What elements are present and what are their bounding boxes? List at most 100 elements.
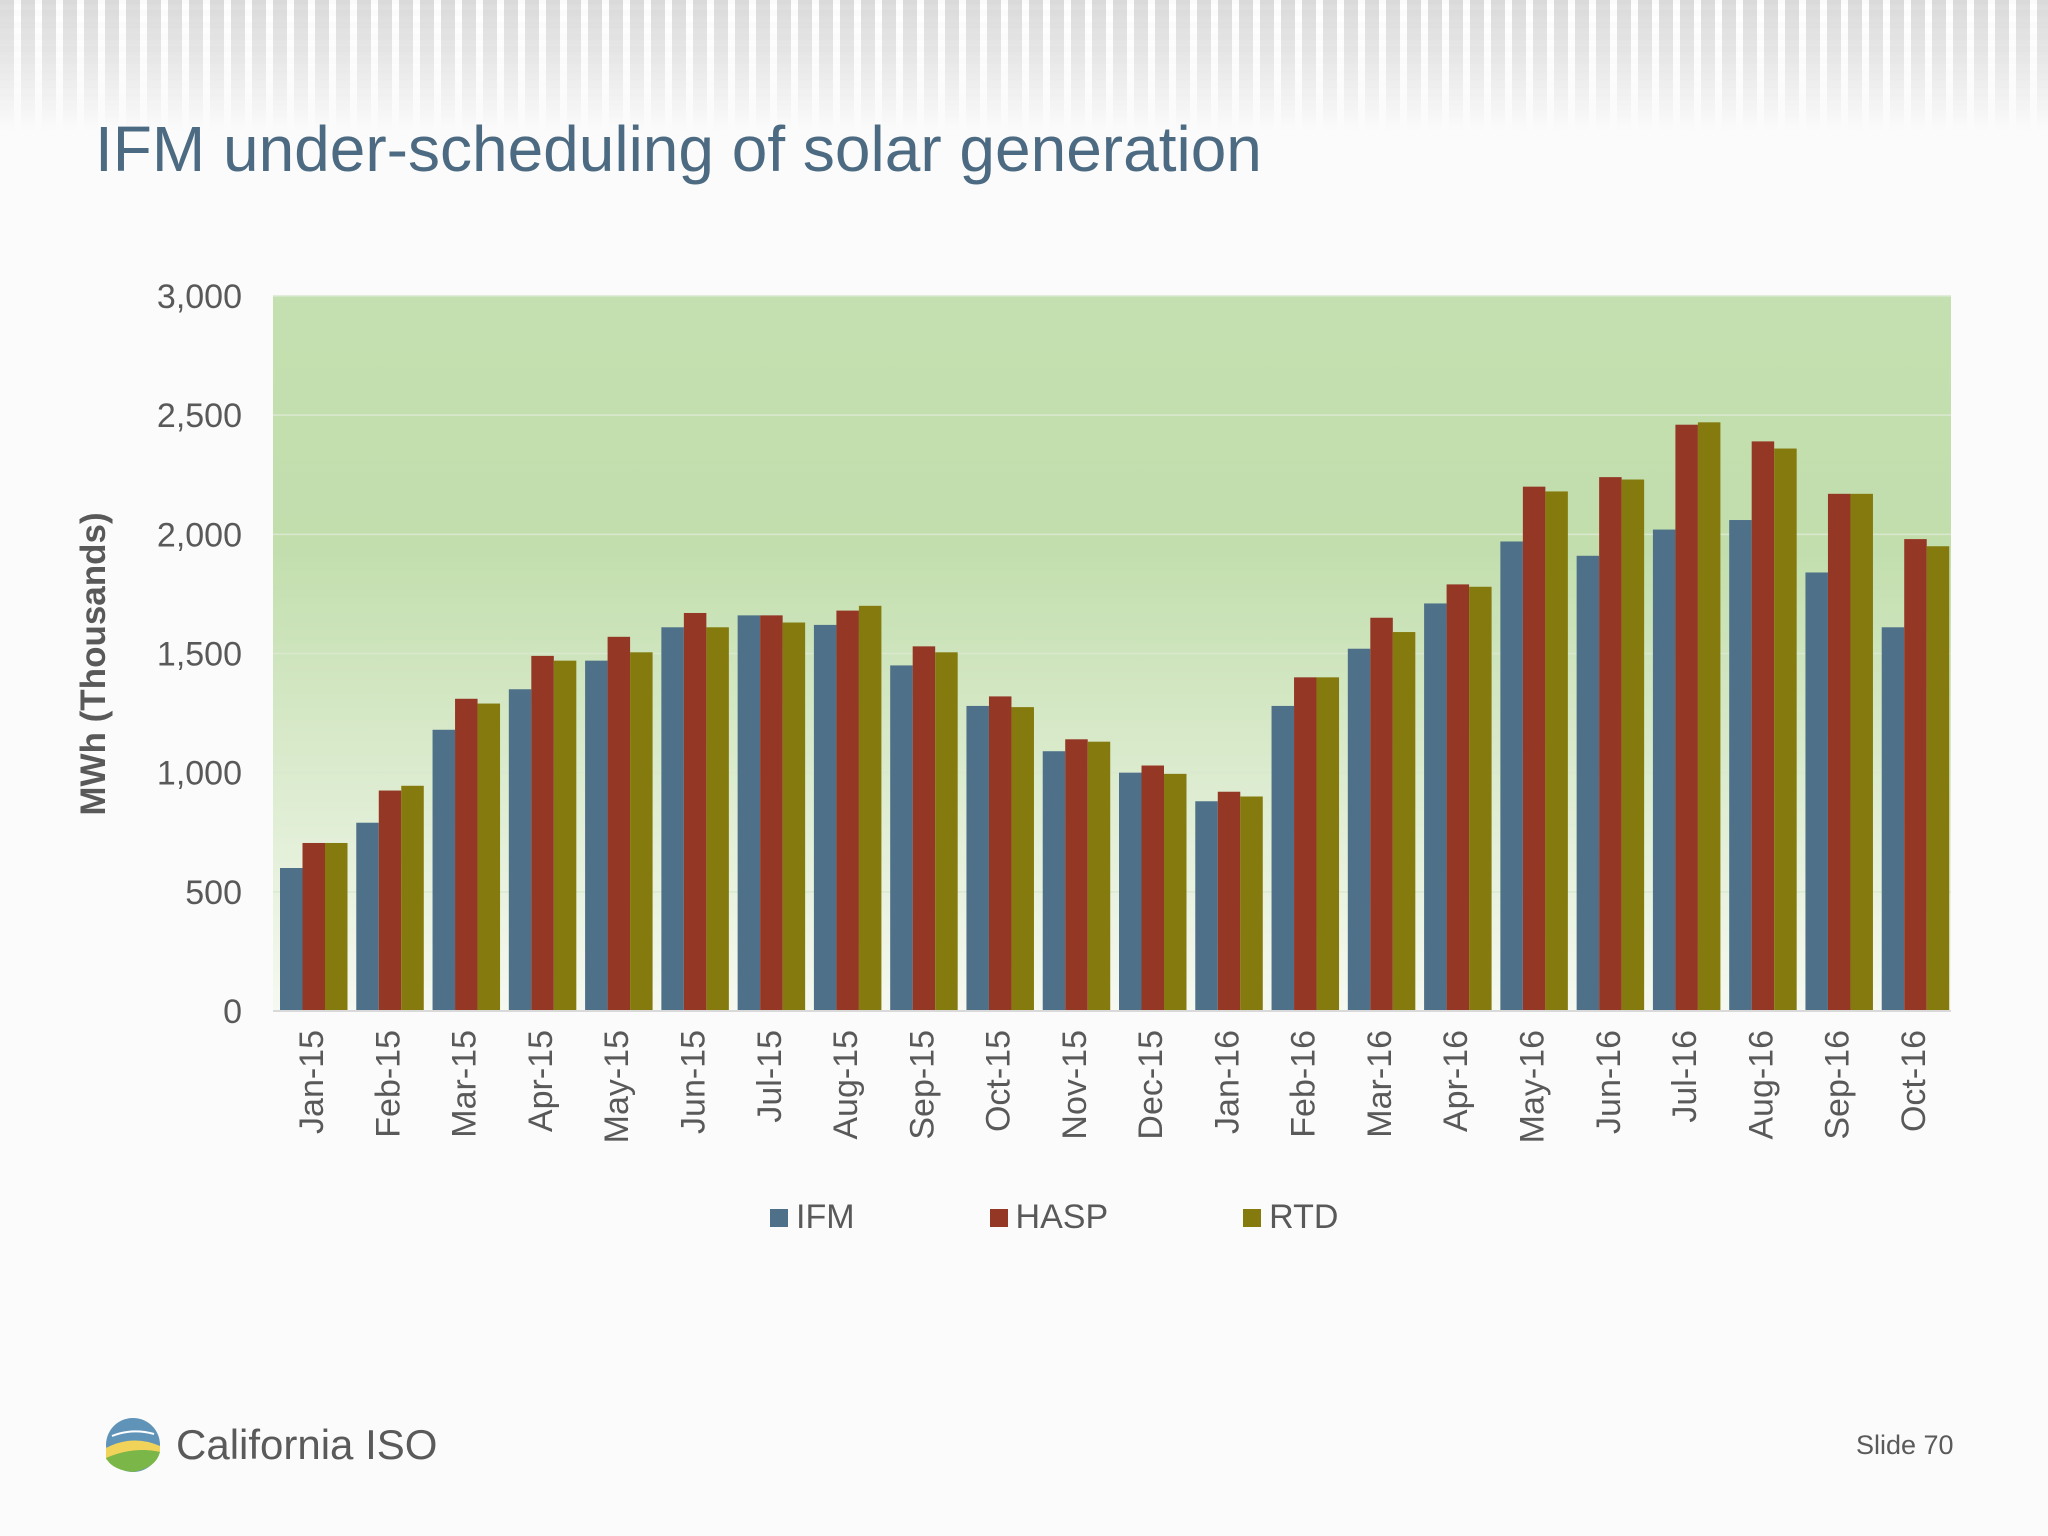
y-tick-label: 3,000: [157, 278, 242, 316]
x-tick-label: Sep-15: [903, 1030, 941, 1140]
y-tick-label: 1,500: [157, 636, 242, 674]
legend-label-rtd: RTD: [1269, 1198, 1339, 1236]
x-tick-label: Aug-16: [1742, 1030, 1780, 1140]
bar-ifm: [1042, 751, 1066, 1011]
bar-hasp: [1141, 765, 1164, 1011]
x-tick-label: Nov-15: [1056, 1030, 1094, 1140]
x-tick-label: Jan-15: [293, 1030, 331, 1134]
bar-hasp: [1217, 791, 1241, 1011]
bar-ifm: [1576, 555, 1600, 1011]
bar-rtd: [1774, 448, 1797, 1011]
bar-ifm: [1881, 627, 1905, 1011]
bar-rtd: [553, 660, 577, 1011]
x-tick-label: May-16: [1514, 1030, 1552, 1143]
bar-hasp: [912, 646, 936, 1011]
bar-ifm: [661, 627, 684, 1011]
bar-hasp: [760, 615, 783, 1011]
bar-hasp: [1370, 617, 1393, 1011]
bar-rtd: [1545, 491, 1568, 1011]
bar-hasp: [1294, 677, 1317, 1011]
california-iso-logo: California ISO: [104, 1416, 437, 1474]
x-tick-label: Feb-15: [369, 1030, 407, 1138]
bar-ifm: [1119, 772, 1142, 1011]
bar-hasp: [1827, 493, 1851, 1012]
legend-label-hasp: HASP: [1015, 1198, 1109, 1236]
slide-title: IFM under-scheduling of solar generation: [95, 113, 1262, 185]
x-tick-label: Aug-15: [827, 1030, 865, 1140]
legend-swatch-ifm: [770, 1208, 788, 1227]
legend-label-ifm: IFM: [796, 1198, 855, 1236]
x-tick-label: Dec-15: [1132, 1030, 1170, 1140]
logo-text: California ISO: [176, 1421, 438, 1468]
y-tick-label: 500: [185, 874, 242, 912]
bar-rtd: [477, 703, 501, 1011]
bar-hasp: [607, 636, 631, 1011]
bar-rtd: [858, 605, 882, 1011]
bar-ifm: [1347, 648, 1371, 1011]
bar-rtd: [1316, 677, 1340, 1011]
legend-swatch-hasp: [989, 1208, 1008, 1227]
bar-ifm: [432, 729, 456, 1011]
bar-ifm: [1271, 705, 1295, 1011]
legend-item-ifm: IFM: [770, 1198, 855, 1237]
bar-hasp: [531, 655, 554, 1011]
bar-ifm: [966, 705, 989, 1011]
bar-ifm: [356, 822, 379, 1011]
bar-rtd: [401, 785, 424, 1011]
y-tick-label: 2,500: [157, 397, 242, 435]
bar-rtd: [1469, 586, 1492, 1011]
bar-hasp: [378, 790, 402, 1011]
bar-rtd: [1697, 422, 1721, 1012]
bar-ifm: [1195, 801, 1218, 1011]
bar-hasp: [988, 696, 1012, 1011]
bar-rtd: [1087, 741, 1111, 1011]
bar-rtd: [1240, 796, 1263, 1011]
bar-ifm: [813, 624, 837, 1011]
axes: 0 500 1,000 1,500 2,000 2,500 3,000 Jan-15 Feb-1…: [157, 278, 1951, 1143]
bar-hasp: [1675, 424, 1698, 1011]
bar-ifm: [1424, 603, 1447, 1011]
bar-rtd: [1164, 773, 1187, 1011]
bar-rtd: [782, 622, 806, 1011]
bar-rtd: [1392, 632, 1416, 1011]
bar-ifm: [1500, 541, 1523, 1011]
legend-swatch-rtd: [1243, 1208, 1262, 1227]
bar-rtd: [1850, 493, 1873, 1012]
bars: [280, 422, 1950, 1012]
bar-hasp: [1522, 486, 1546, 1012]
x-tick-label: Apr-15: [522, 1030, 560, 1132]
bar-ifm: [280, 868, 303, 1011]
x-tick-label: Jun-15: [675, 1030, 713, 1134]
y-axis-label: MWh (Thousands): [74, 512, 113, 815]
bar-hasp: [1446, 584, 1470, 1011]
y-tick-label: 2,000: [157, 516, 242, 554]
bar-rtd: [1011, 707, 1034, 1011]
x-tick-label: Jan-16: [1208, 1030, 1246, 1134]
bar-hasp: [836, 610, 859, 1011]
x-tick-label: Mar-15: [446, 1030, 484, 1138]
bar-hasp: [1599, 477, 1622, 1012]
y-tick-label: 1,000: [157, 755, 242, 793]
slide-number: Slide 70: [1856, 1430, 1954, 1460]
bar-ifm: [737, 615, 761, 1011]
y-tick-label: 0: [223, 993, 242, 1031]
bar-rtd: [935, 652, 958, 1011]
bar-ifm: [508, 689, 532, 1011]
x-tick-label: Oct-15: [980, 1030, 1018, 1132]
x-tick-label: Mar-16: [1361, 1030, 1399, 1138]
bar-ifm: [1805, 572, 1828, 1011]
bar-hasp: [1751, 441, 1775, 1012]
x-tick-label: Jul-15: [751, 1030, 789, 1123]
bar-ifm: [1729, 520, 1752, 1011]
logo-globe-icon: [106, 1418, 160, 1472]
chart-legend: IFM HASP RTD: [770, 1198, 1338, 1237]
bar-ifm: [1652, 529, 1676, 1011]
x-tick-label: Oct-16: [1895, 1030, 1933, 1132]
header-pattern: [0, 0, 2048, 130]
x-tick-label: Sep-16: [1819, 1030, 1857, 1140]
bar-rtd: [706, 627, 729, 1011]
bar-hasp: [683, 612, 707, 1011]
bar-rtd: [1621, 479, 1645, 1011]
bar-rtd: [630, 652, 653, 1011]
